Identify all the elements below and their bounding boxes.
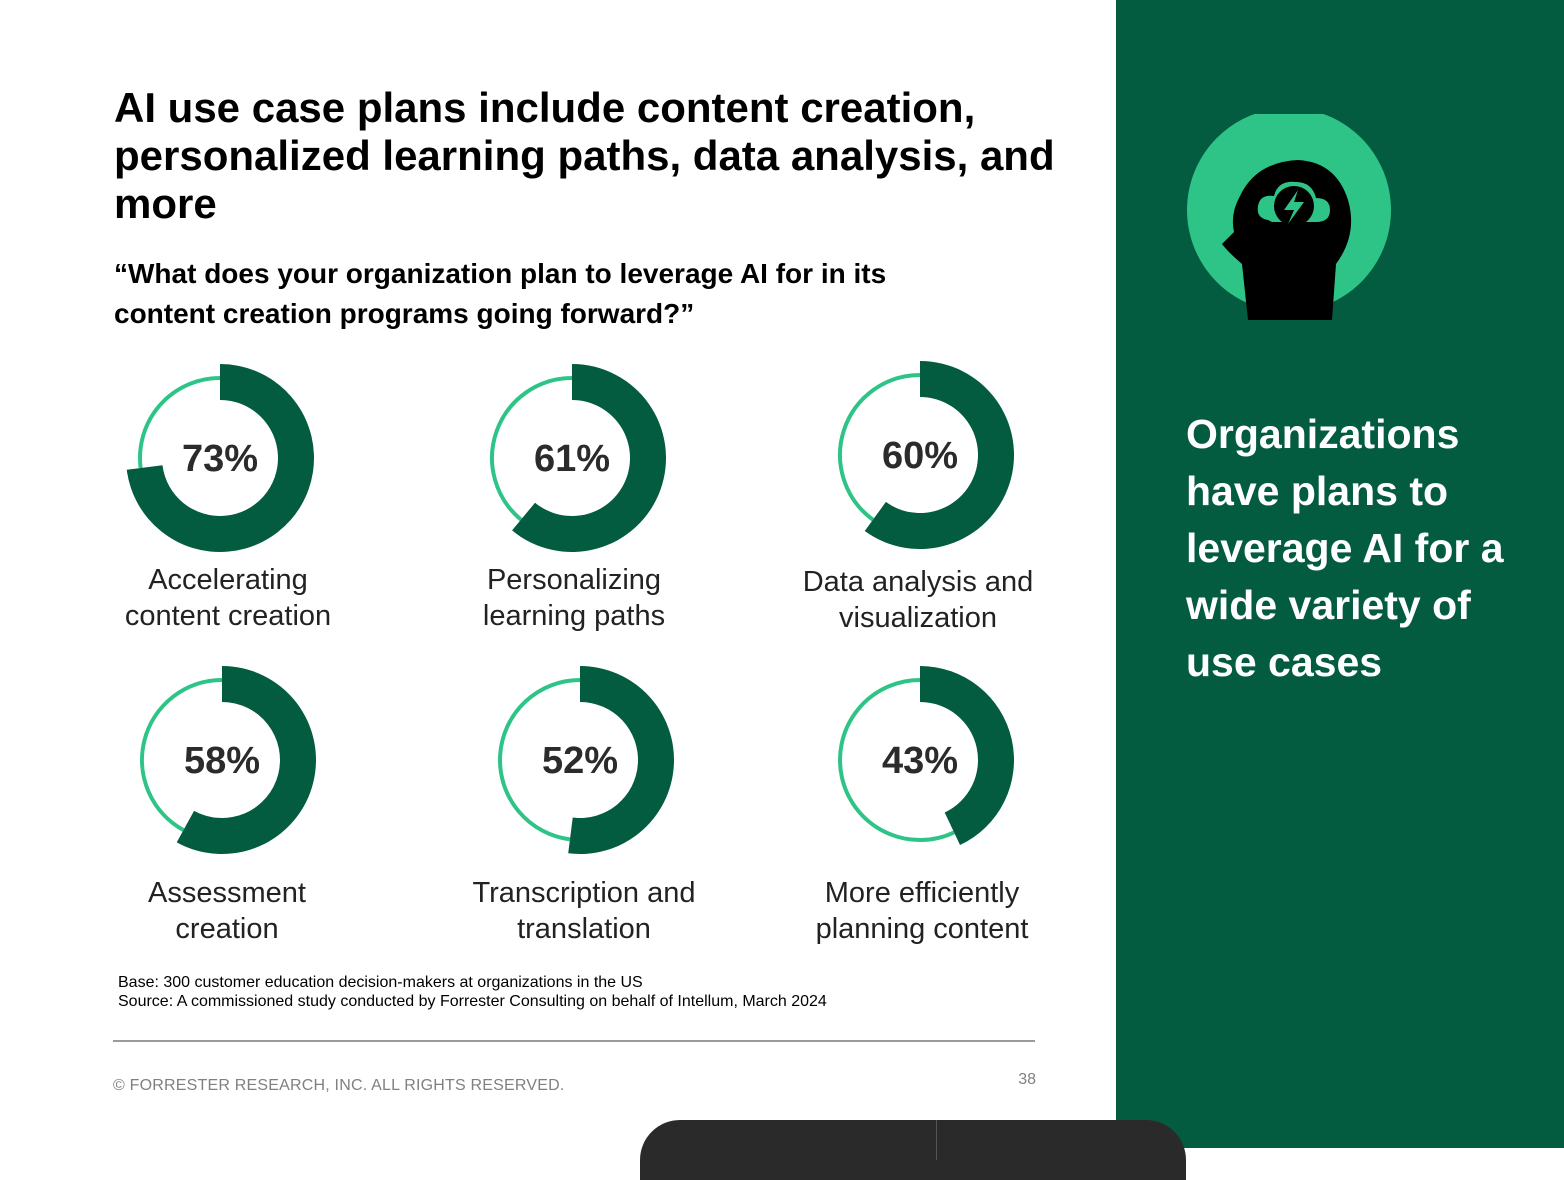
donut-value-segment bbox=[176, 666, 317, 854]
donut-value-segment bbox=[864, 361, 1014, 549]
category-label-line: creation bbox=[175, 913, 279, 945]
donut-value-segment bbox=[568, 666, 675, 854]
category-label: Assessment creation bbox=[77, 875, 377, 947]
donut-value-label: 58% bbox=[184, 740, 260, 782]
page-number: 38 bbox=[1018, 1071, 1036, 1088]
category-label-line: content creation bbox=[124, 600, 332, 632]
donut-remainder-arc bbox=[140, 678, 222, 832]
category-label-line: planning content bbox=[815, 913, 1029, 945]
donut-1: 73% bbox=[126, 363, 315, 552]
head-with-lightning-cloud-icon bbox=[1187, 114, 1391, 320]
category-label-line: learning paths bbox=[482, 600, 666, 632]
category-label: Data analysis and visualization bbox=[768, 564, 1068, 636]
donut-value-label: 73% bbox=[182, 438, 258, 480]
donut-remainder-arc bbox=[498, 678, 580, 842]
base-note: Base: 300 customer education decision-ma… bbox=[118, 974, 643, 991]
source-note: Source: A commissioned study conducted b… bbox=[118, 993, 827, 1010]
survey-question: “What does your organization plan to lev… bbox=[114, 258, 887, 329]
page-title: AI use case plans include content creati… bbox=[114, 84, 1055, 227]
category-label-line: More efficiently bbox=[824, 877, 1020, 909]
donut-2: 61% bbox=[490, 364, 666, 552]
donut-remainder-arc bbox=[138, 376, 220, 469]
category-label: Transcription and translation bbox=[434, 875, 734, 947]
category-label: Accelerating content creation bbox=[78, 562, 378, 634]
donut-value-segment bbox=[512, 364, 666, 552]
donut-value-label: 60% bbox=[882, 435, 958, 477]
donut-remainder-arc bbox=[490, 376, 572, 522]
donut-value-label: 52% bbox=[542, 740, 618, 782]
footnote: Base: 300 customer education decision-ma… bbox=[118, 973, 1018, 1011]
donut-value-segment bbox=[920, 666, 1014, 846]
bottom-toolbar[interactable] bbox=[640, 1120, 1186, 1180]
donut-3: 60% bbox=[838, 361, 1014, 549]
donut-remainder-arc bbox=[838, 373, 920, 522]
donut-value-label: 61% bbox=[534, 438, 610, 480]
donut-5: 52% bbox=[498, 666, 675, 854]
donut-4: 58% bbox=[140, 666, 317, 854]
category-label: More efficiently planning content bbox=[772, 875, 1072, 947]
category-label-line: visualization bbox=[839, 602, 997, 634]
category-label: Personalizing learning paths bbox=[424, 562, 724, 634]
category-label-line: translation bbox=[517, 913, 651, 945]
donut-6: 43% bbox=[838, 666, 1014, 846]
category-label-line: Data analysis and bbox=[802, 566, 1034, 598]
category-label-line: Transcription and bbox=[472, 877, 696, 909]
copyright-text: © FORRESTER RESEARCH, INC. ALL RIGHTS RE… bbox=[113, 1077, 565, 1094]
category-label-line: Accelerating bbox=[148, 564, 308, 596]
category-label-line: Personalizing bbox=[486, 564, 662, 596]
callout-statement: Organizations have plans to leverage AI … bbox=[1186, 411, 1504, 685]
callout-panel: Organizations have plans to leverage AI … bbox=[1116, 0, 1564, 1148]
donut-chart-grid: 73% 61% 60% 58% 52% 43% bbox=[126, 361, 1014, 854]
toolbar-divider bbox=[936, 1120, 937, 1160]
donut-value-segment bbox=[126, 363, 315, 552]
donut-value-label: 43% bbox=[882, 740, 958, 782]
donut-remainder-arc bbox=[838, 678, 955, 842]
category-label-line: Assessment bbox=[148, 877, 306, 909]
footer-divider bbox=[113, 1040, 1035, 1042]
